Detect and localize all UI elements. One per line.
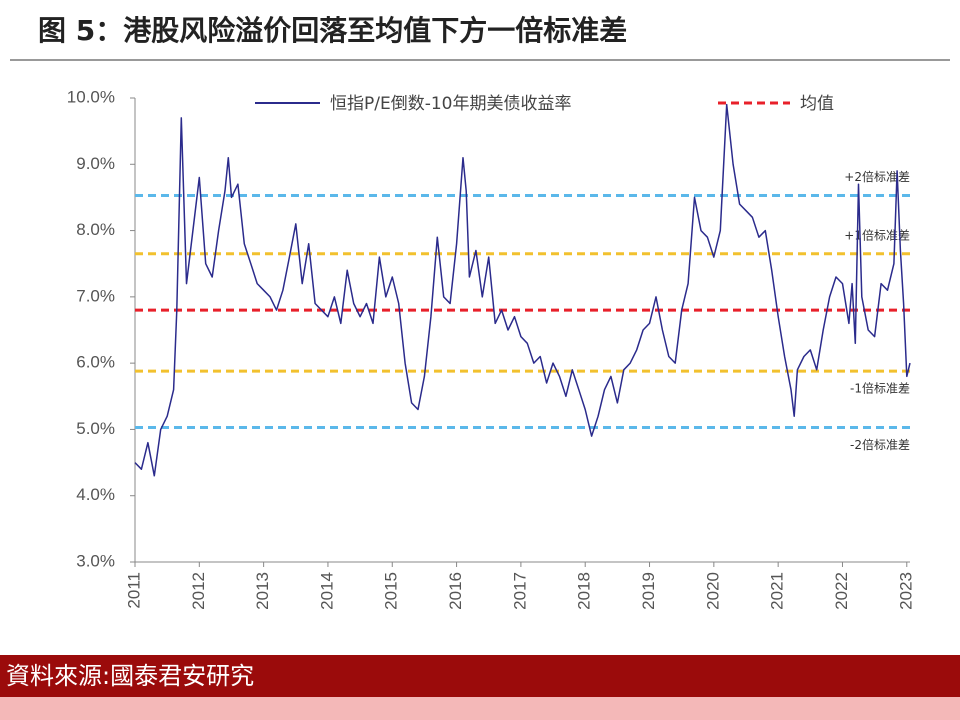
y-tick-label: 3.0% xyxy=(76,551,115,570)
x-tick-label: 2023 xyxy=(896,572,915,610)
x-tick-label: 2014 xyxy=(317,572,336,610)
chart-title: 图 5：港股风险溢价回落至均值下方一倍标准差 xyxy=(38,14,627,47)
y-tick-label: 9.0% xyxy=(76,154,115,173)
x-tick-label: 2022 xyxy=(832,572,851,610)
x-tick-label: 2013 xyxy=(253,572,272,610)
y-tick-label: 10.0% xyxy=(67,87,115,106)
x-tick-label: 2016 xyxy=(446,572,465,610)
footer-band xyxy=(0,697,960,720)
y-tick-label: 4.0% xyxy=(76,485,115,504)
source: 資料來源:國泰君安研究 xyxy=(6,662,254,690)
x-tick-label: 2020 xyxy=(703,572,722,610)
reference-label: -1倍标准差 xyxy=(850,381,910,396)
x-tick-label: 2011 xyxy=(124,572,143,609)
x-tick-label: 2019 xyxy=(639,572,658,610)
x-tick-label: 2015 xyxy=(382,572,401,610)
legend-label: 均值 xyxy=(800,94,834,114)
x-tick-label: 2018 xyxy=(575,572,594,610)
reference-label: -2倍标准差 xyxy=(850,437,910,452)
x-tick-label: 2017 xyxy=(510,572,529,610)
series-line xyxy=(134,103,911,477)
source-band xyxy=(0,655,960,697)
x-tick-label: 2021 xyxy=(768,572,787,610)
y-tick-label: 6.0% xyxy=(76,353,115,372)
reference-label: +2倍标准差 xyxy=(844,169,910,184)
legend-label: 恒指P/E倒数-10年期美债收益率 xyxy=(330,94,572,114)
x-tick-label: 2012 xyxy=(189,572,208,610)
y-tick-label: 7.0% xyxy=(76,286,115,305)
y-tick-label: 8.0% xyxy=(76,220,115,239)
y-tick-label: 5.0% xyxy=(76,419,115,438)
